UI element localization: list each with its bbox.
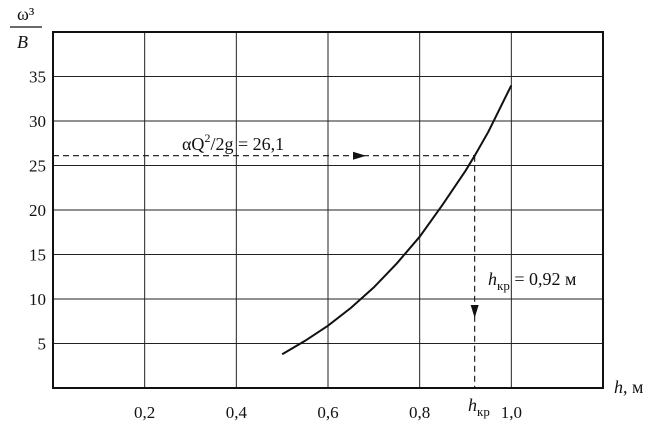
x-tick-label: 1,0: [501, 403, 522, 422]
y-tick-label: 30: [29, 112, 46, 131]
x-axis-label: h, м: [614, 377, 643, 397]
x-tick-label: 0,6: [317, 403, 338, 422]
x-tick-labels: 0,2 0,4 0,6 0,8 1,0: [134, 403, 522, 422]
formula-annotation: αQ2/2g = 26,1: [182, 131, 284, 154]
grid: [53, 32, 603, 388]
x-tick-label: 0,2: [134, 403, 155, 422]
y-tick-label: 35: [29, 68, 46, 87]
right-arrowhead: [353, 151, 366, 160]
y-tick-label: 15: [29, 246, 46, 265]
y-axis-label-top: ω³: [17, 4, 35, 24]
plot-frame: [52, 31, 604, 389]
y-tick-label: 5: [38, 335, 47, 354]
x-tick-label: 0,8: [409, 403, 430, 422]
down-arrowhead: [470, 305, 479, 318]
y-tick-label: 10: [29, 290, 46, 309]
y-axis-label-bottom: B: [17, 32, 28, 52]
series-line: [281, 84, 513, 356]
y-tick-labels: 5 10 15 20 25 30 35: [29, 68, 46, 354]
y-tick-label: 20: [29, 201, 46, 220]
y-tick-label: 25: [29, 157, 46, 176]
result-annotation: hкр = 0,92 м: [488, 269, 576, 293]
x-tick-label: 0,4: [226, 403, 248, 422]
x-marker-label: hкр: [468, 395, 490, 419]
